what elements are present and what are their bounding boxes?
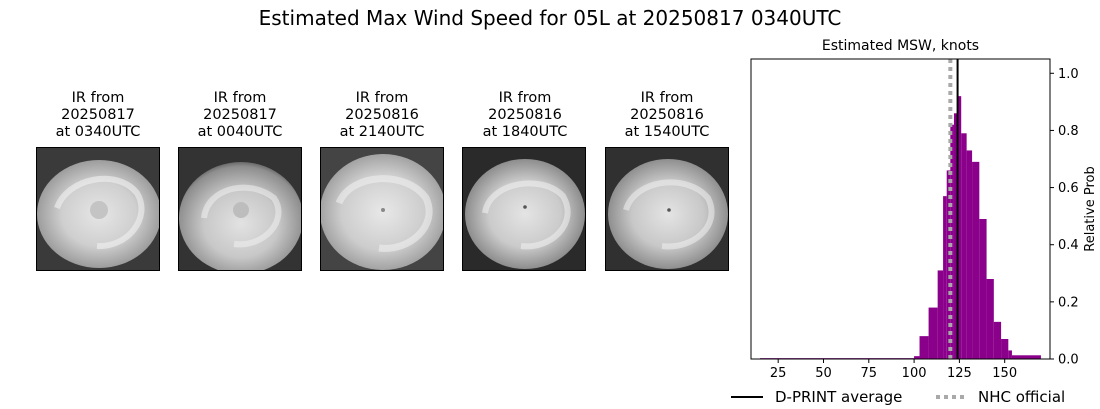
ir-panel-5-title: IR from 20250816 at 1540UTC — [587, 90, 747, 141]
figure-title: Estimated Max Wind Speed for 05L at 2025… — [258, 6, 842, 30]
histogram-bar — [950, 124, 954, 359]
histogram-bar — [953, 113, 958, 360]
x-tick-label: 25 — [770, 366, 787, 381]
x-tick-label: 100 — [902, 366, 927, 381]
ir-image-3 — [320, 147, 444, 271]
x-tick-label: 125 — [947, 366, 972, 381]
histogram-bar — [928, 307, 938, 359]
ir-image-2 — [178, 147, 302, 271]
x-tick-label: 75 — [861, 366, 878, 381]
ir-panel-4-title-line1: IR from — [498, 90, 552, 106]
legend-dprint-label: D-PRINT average — [775, 388, 902, 406]
histogram-bar — [993, 321, 1002, 359]
plot-frame — [750, 58, 1051, 360]
histogram-bar — [1001, 339, 1009, 359]
ir-panel-3-title-line2: 20250816 — [345, 107, 419, 123]
ir-panel-4-title-line3: at 1840UTC — [482, 124, 568, 140]
histogram-bar — [972, 161, 980, 359]
x-tick-label: 50 — [815, 366, 832, 381]
histogram-bar — [914, 356, 920, 359]
ir-panel-5-title-line1: IR from — [640, 90, 694, 106]
histogram-bar — [919, 336, 929, 359]
ir-panel-1-title: IR from 20250817 at 0340UTC — [18, 90, 178, 141]
histogram-bar — [957, 96, 962, 360]
ir-panel-5-title-line2: 20250816 — [630, 107, 704, 123]
histogram-bar — [1011, 355, 1041, 359]
y-tick-label: 1.0 — [1058, 67, 1079, 82]
x-tick-label: 150 — [992, 366, 1017, 381]
ir-panel-2-title-line2: 20250817 — [203, 107, 277, 123]
ir-image-1 — [36, 147, 160, 271]
ir-panel-3-title: IR from 20250816 at 2140UTC — [302, 90, 462, 141]
ir-panel-2-title: IR from 20250817 at 0040UTC — [160, 90, 320, 141]
ir-image-5 — [605, 147, 729, 271]
histogram-bar — [986, 279, 994, 359]
y-tick-label: 0.0 — [1058, 353, 1079, 368]
y-axis-label: Relative Prob — [1083, 166, 1098, 251]
histogram-bar — [943, 196, 947, 359]
histogram-bar — [937, 270, 944, 359]
ir-image-4 — [462, 147, 586, 271]
histogram-bar — [966, 150, 973, 359]
legend-nhc-label: NHC official — [978, 388, 1065, 406]
y-tick-label: 0.6 — [1058, 181, 1079, 196]
ir-panel-1-title-line1: IR from — [71, 90, 125, 106]
histogram-bar — [1008, 350, 1012, 359]
legend: D-PRINT average NHC official — [731, 388, 1065, 406]
ir-panel-2-title-line1: IR from — [213, 90, 267, 106]
y-tick-label: 0.2 — [1058, 295, 1079, 310]
histogram-bar — [979, 219, 987, 359]
x-axis-ticks: 25 50 75 100 125 150 — [770, 359, 1017, 381]
ir-panel-2-title-line3: at 0040UTC — [197, 124, 283, 140]
ir-panel-5-title-line3: at 1540UTC — [624, 124, 710, 140]
ir-panel-1-title-line2: 20250817 — [61, 107, 135, 123]
y-tick-label: 0.4 — [1058, 238, 1079, 253]
histogram-bars — [760, 96, 1041, 360]
ir-panel-3-title-line1: IR from — [355, 90, 409, 106]
chart-title: Estimated MSW, knots — [822, 38, 979, 54]
ir-panel-4-title: IR from 20250816 at 1840UTC — [445, 90, 605, 141]
histogram-bar — [961, 133, 967, 359]
ir-panel-4-title-line2: 20250816 — [488, 107, 562, 123]
y-tick-label: 0.8 — [1058, 124, 1079, 139]
y-axis-ticks: 0.0 0.2 0.4 0.6 0.8 1.0 — [1050, 67, 1079, 368]
ir-panel-1-title-line3: at 0340UTC — [55, 124, 141, 140]
ir-panel-3-title-line3: at 2140UTC — [339, 124, 425, 140]
histogram-bar — [946, 170, 951, 359]
